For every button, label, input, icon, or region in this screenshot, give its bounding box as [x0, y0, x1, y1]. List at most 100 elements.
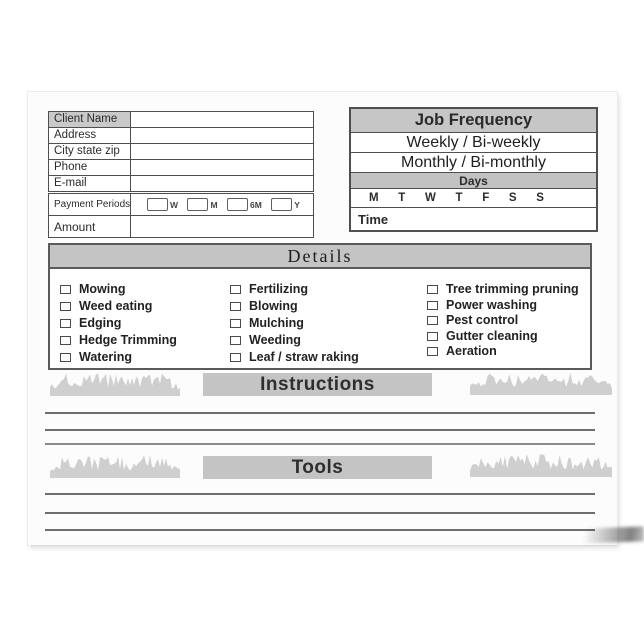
service-item-leaf-straw-raking[interactable]: Leaf / straw raking: [230, 350, 425, 367]
service-item-blowing[interactable]: Blowing: [230, 299, 425, 316]
service-label: Weed eating: [79, 299, 153, 313]
days-header: Days: [351, 173, 596, 189]
checkbox-icon[interactable]: [427, 285, 438, 294]
tools-writing-line[interactable]: [45, 512, 595, 514]
checkbox-icon[interactable]: [230, 285, 241, 294]
checkbox-icon[interactable]: [60, 353, 71, 362]
service-item-gutter-cleaning[interactable]: Gutter cleaning: [427, 329, 587, 345]
payment-periods-label: Payment Periods: [54, 199, 131, 210]
client-info-table: Client Name Address City state zip Phone…: [48, 111, 314, 192]
day-sunday[interactable]: S: [536, 192, 544, 204]
frequency-option-monthly[interactable]: Monthly / Bi-monthly: [351, 153, 596, 173]
checkbox-icon[interactable]: [427, 331, 438, 341]
service-label: Mulching: [249, 316, 304, 330]
payment-option-label: 6M: [250, 199, 262, 210]
service-item-mulching[interactable]: Mulching: [230, 316, 425, 333]
amount-label-cell: Amount: [49, 216, 131, 237]
checkbox-icon[interactable]: [187, 198, 209, 211]
service-label: Edging: [79, 316, 122, 330]
service-label: Pest control: [446, 313, 519, 327]
checkbox-icon[interactable]: [271, 198, 293, 211]
service-label: Fertilizing: [249, 282, 309, 296]
checkbox-icon[interactable]: [427, 300, 438, 310]
service-label: Tree trimming pruning: [446, 282, 579, 296]
service-item-weeding[interactable]: Weeding: [230, 333, 425, 350]
client-name-field[interactable]: [131, 112, 313, 127]
service-item-aeration[interactable]: Aeration: [427, 344, 587, 360]
frequency-option-weekly[interactable]: Weekly / Bi-weekly: [351, 133, 596, 153]
service-label: Watering: [79, 350, 133, 364]
payment-periods-label-cell: Payment Periods: [49, 194, 131, 215]
payment-periods-row: Payment Periods W M 6M Y: [49, 194, 313, 216]
instructions-writing-line[interactable]: [45, 412, 595, 414]
job-frequency-table: Job Frequency Weekly / Bi-weekly Monthly…: [349, 107, 598, 232]
checkbox-icon[interactable]: [147, 198, 168, 211]
service-item-mowing[interactable]: Mowing: [60, 282, 225, 299]
grass-tuft-icon: [50, 373, 180, 396]
service-label: Leaf / straw raking: [249, 350, 359, 364]
email-label: E-mail: [49, 176, 131, 191]
service-item-power-washing[interactable]: Power washing: [427, 298, 587, 314]
checkbox-icon[interactable]: [230, 336, 241, 345]
details-title: Details: [50, 245, 590, 269]
checkbox-icon[interactable]: [227, 198, 249, 211]
details-column-1: Mowing Weed eating Edging Hedge Trimming…: [60, 282, 225, 367]
day-monday[interactable]: M: [369, 192, 379, 204]
checkbox-icon[interactable]: [427, 347, 438, 356]
amount-label: Amount: [54, 219, 96, 234]
checkbox-icon[interactable]: [427, 316, 438, 325]
payment-option-weekly[interactable]: W: [147, 198, 178, 211]
tools-writing-line[interactable]: [45, 493, 595, 495]
phone-row: Phone: [49, 160, 313, 176]
checkbox-icon[interactable]: [60, 336, 71, 345]
service-label: Blowing: [249, 299, 298, 313]
city-state-zip-field[interactable]: [131, 144, 313, 159]
time-row[interactable]: Time: [351, 208, 596, 230]
service-item-fertilizing[interactable]: Fertilizing: [230, 282, 425, 299]
service-item-hedge-trimming[interactable]: Hedge Trimming: [60, 333, 225, 350]
service-label: Gutter cleaning: [446, 328, 538, 343]
city-state-zip-label: City state zip: [49, 144, 131, 159]
service-item-tree-trimming-pruning[interactable]: Tree trimming pruning: [427, 282, 587, 298]
service-item-pest-control[interactable]: Pest control: [427, 313, 587, 329]
payment-option-monthly[interactable]: M: [187, 198, 218, 211]
service-label: Aeration: [446, 344, 497, 358]
checkbox-icon[interactable]: [230, 353, 241, 362]
page-corner-shadow: [551, 526, 644, 545]
grass-tuft-icon: [470, 454, 612, 477]
service-item-weed-eating[interactable]: Weed eating: [60, 299, 225, 316]
instructions-writing-line[interactable]: [45, 429, 595, 431]
day-wednesday[interactable]: W: [424, 192, 436, 204]
email-row: E-mail: [49, 176, 313, 191]
phone-label: Phone: [49, 160, 131, 175]
service-item-edging[interactable]: Edging: [60, 316, 225, 333]
instructions-header: Instructions: [203, 373, 432, 396]
payment-option-yearly[interactable]: Y: [271, 198, 300, 211]
details-box: Details Mowing Weed eating Edging Hedge …: [48, 243, 592, 370]
day-tuesday[interactable]: T: [398, 192, 406, 204]
checkbox-icon[interactable]: [230, 302, 241, 311]
instructions-writing-line[interactable]: [45, 443, 595, 445]
day-thursday[interactable]: T: [455, 192, 463, 204]
checkbox-icon[interactable]: [230, 319, 241, 328]
day-saturday[interactable]: S: [508, 192, 517, 204]
grass-tuft-icon: [470, 372, 612, 395]
day-friday[interactable]: F: [482, 192, 490, 204]
address-row: Address: [49, 128, 313, 144]
tools-writing-line[interactable]: [45, 529, 595, 531]
grass-tuft-icon: [50, 455, 180, 478]
checkbox-icon[interactable]: [60, 302, 71, 311]
service-item-watering[interactable]: Watering: [60, 350, 225, 367]
payment-option-six-month[interactable]: 6M: [227, 198, 262, 211]
amount-field[interactable]: [131, 216, 313, 237]
service-label: Weeding: [249, 333, 301, 347]
payment-table: Payment Periods W M 6M Y: [48, 193, 314, 238]
client-name-label: Client Name: [49, 112, 131, 127]
email-field[interactable]: [131, 176, 313, 191]
service-label: Mowing: [79, 282, 126, 296]
phone-field[interactable]: [131, 160, 313, 175]
client-name-row: Client Name: [49, 112, 313, 128]
address-field[interactable]: [131, 128, 313, 143]
checkbox-icon[interactable]: [60, 285, 71, 294]
checkbox-icon[interactable]: [60, 319, 71, 328]
